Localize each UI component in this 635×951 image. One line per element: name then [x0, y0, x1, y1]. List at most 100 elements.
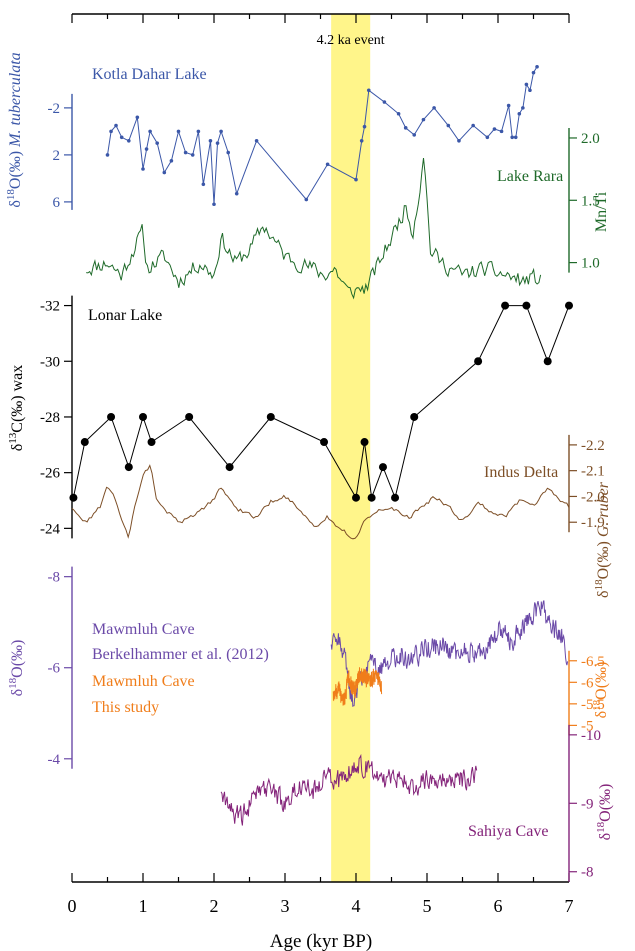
- data-point-lonar: [107, 412, 116, 421]
- data-point-kotla: [446, 123, 451, 128]
- data-point-kotla: [506, 103, 511, 108]
- data-point-kotla: [485, 135, 490, 140]
- data-point-lonar: [352, 493, 360, 502]
- y-tick-label-sahiya: -8: [581, 865, 594, 881]
- data-point-kotla: [183, 150, 188, 155]
- series-label2-mawmluh_b: Berkelhammer et al. (2012): [92, 646, 269, 663]
- data-point-kotla: [169, 158, 174, 163]
- y-tick-label-kotla: 6: [53, 195, 61, 211]
- data-point-kotla: [219, 129, 223, 134]
- y-tick-label-mawmluh_t: -5: [581, 718, 594, 734]
- x-tick-label: 5: [423, 896, 432, 916]
- data-point-kotla: [382, 100, 387, 104]
- y-tick-label-lonar: -24: [40, 521, 60, 537]
- data-point-lonar: [367, 493, 376, 502]
- data-point-kotla: [432, 106, 436, 110]
- data-point-lonar: [360, 438, 369, 447]
- title-quantity: C(‰) wax: [9, 365, 26, 433]
- data-point-kotla: [254, 138, 259, 143]
- data-point-kotla: [144, 147, 149, 151]
- data-point-kotla: [325, 162, 330, 167]
- data-point-kotla: [215, 141, 220, 145]
- series-label-sahiya: Sahiya Cave: [468, 823, 548, 840]
- data-point-lonar: [225, 463, 234, 472]
- title-delta: δ: [9, 689, 26, 697]
- title-superscript: 18: [5, 189, 17, 201]
- event-label: 4.2 ka event: [317, 33, 385, 48]
- title-quantity: O(‰): [593, 662, 610, 700]
- title-species: M. tuberculata: [7, 52, 24, 151]
- y-tick-label-rara: 2.0: [581, 131, 600, 147]
- series-label2-mawmluh_t: This study: [92, 699, 159, 716]
- panel-lonar: -32 -30 -28 -26 -24 Lonar Lake δ13C(‰) wax: [7, 295, 573, 539]
- y-tick-label-kotla: 2: [53, 148, 61, 164]
- data-point-kotla: [510, 135, 514, 140]
- x-tick-label: 2: [210, 896, 219, 916]
- title-superscript: 18: [7, 677, 19, 689]
- title-delta: δ: [597, 833, 614, 841]
- y-tick-label-mawmluh_t: -6.5: [581, 654, 605, 670]
- x-tick-label: 7: [565, 896, 574, 916]
- data-point-kotla: [524, 82, 529, 87]
- series-label-mawmluh_t: Mawmluh Cave: [92, 673, 195, 690]
- x-tick-label: 0: [68, 896, 77, 916]
- panel-sahiya: -10 -9 -8 Sahiya Cave δ18O(‰): [220, 724, 614, 882]
- series-line-rara: [86, 158, 542, 300]
- title-superscript: 18: [591, 699, 603, 711]
- series-label-indus: Indus Delta: [484, 464, 558, 481]
- data-point-kotla: [457, 138, 461, 143]
- y-tick-label-mawmluh_b: -4: [48, 752, 61, 768]
- data-point-kotla: [119, 135, 124, 140]
- data-point-kotla: [135, 115, 140, 120]
- y-axis-title-rara: Mn/Ti: [593, 191, 610, 232]
- data-point-kotla: [105, 153, 110, 157]
- data-point-lonar: [124, 463, 133, 472]
- x-axis-title: Age (kyr BP): [270, 931, 372, 951]
- data-point-kotla: [190, 153, 195, 157]
- y-tick-label-rara: 1.0: [581, 256, 600, 272]
- y-tick-label-kotla: -2: [48, 101, 61, 117]
- title-superscript: 18: [593, 579, 605, 591]
- data-point-lonar: [378, 463, 387, 472]
- data-point-kotla: [513, 135, 518, 140]
- data-point-kotla: [176, 129, 181, 134]
- x-tick-label: 4: [352, 896, 361, 916]
- data-point-kotla: [127, 138, 131, 143]
- y-axis-title-sahiya: δ18O(‰): [595, 784, 614, 841]
- data-point-kotla: [521, 106, 525, 110]
- data-point-kotla: [535, 64, 539, 69]
- title-delta: δ: [595, 590, 612, 598]
- panel-indus: -2.2 -2.1 -2.0 -1.9 Indus Delta δ18O(‰) G. ru…: [71, 434, 612, 598]
- panel-mawmluh_b: -8 -6 -4 Mawmluh Cave Berkelhammer et al. (2…: [7, 566, 569, 769]
- data-point-kotla: [234, 191, 239, 196]
- data-point-kotla: [148, 129, 152, 134]
- y-tick-label-lonar: -26: [40, 466, 60, 482]
- series-label-rara: Lake Rara: [497, 168, 563, 185]
- data-point-kotla: [421, 117, 426, 122]
- series-line-sahiya: [220, 753, 478, 826]
- y-axis-title-kotla: δ18O(‰) M. tuberculata: [5, 52, 24, 207]
- data-point-kotla: [362, 124, 367, 129]
- data-point-kotla: [517, 111, 522, 116]
- y-tick-label-lonar: -28: [40, 410, 60, 426]
- title-quantity: O(‰): [595, 541, 612, 579]
- data-point-lonar: [501, 301, 510, 310]
- x-tick-label: 1: [139, 896, 148, 916]
- data-point-lonar: [522, 301, 531, 310]
- series-line-kotla: [107, 66, 538, 205]
- data-point-kotla: [109, 129, 113, 134]
- y-tick-label-mawmluh_b: -8: [48, 570, 61, 586]
- y-axis-title-mawmluh_t: δ18O(‰): [591, 662, 610, 719]
- data-point-lonar: [391, 493, 400, 502]
- data-point-kotla: [396, 111, 401, 116]
- data-point-lonar: [139, 412, 147, 421]
- data-point-kotla: [412, 133, 417, 137]
- data-point-kotla: [359, 138, 364, 143]
- series-label-lonar: Lonar Lake: [88, 307, 162, 324]
- data-point-kotla: [114, 123, 118, 128]
- y-tick-label-indus: -2.2: [581, 438, 605, 454]
- title-delta: δ: [593, 711, 610, 719]
- title-species: G. ruber: [595, 481, 612, 541]
- data-point-lonar: [543, 357, 552, 366]
